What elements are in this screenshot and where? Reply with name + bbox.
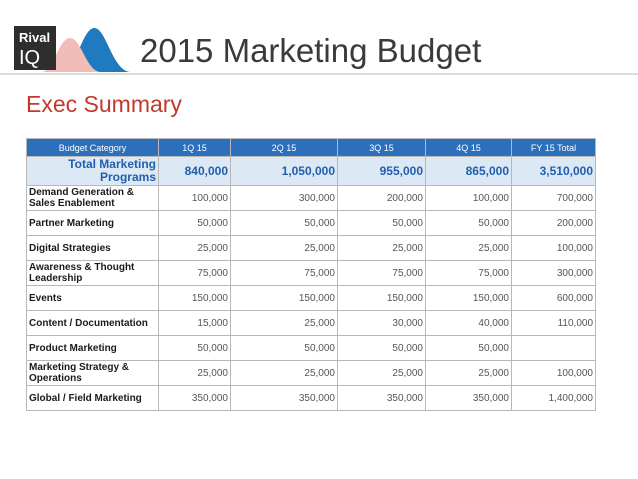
table-row: Product Marketing 50,000 50,000 50,000 5… <box>26 335 596 361</box>
table-cell: 100,000 <box>511 235 596 261</box>
total-cell: 840,000 <box>158 156 231 186</box>
table-cell: 25,000 <box>425 360 512 386</box>
table-row: Global / Field Marketing 350,000 350,000… <box>26 385 596 411</box>
table-cell: 15,000 <box>158 310 231 336</box>
total-cell: 3,510,000 <box>511 156 596 186</box>
row-label: Global / Field Marketing <box>26 385 159 411</box>
page-title: 2015 Marketing Budget <box>140 32 482 69</box>
table-cell: 110,000 <box>511 310 596 336</box>
table-cell: 350,000 <box>425 385 512 411</box>
total-cell: 955,000 <box>337 156 426 186</box>
table-row: Content / Documentation 15,000 25,000 30… <box>26 310 596 336</box>
table-cell: 25,000 <box>230 310 338 336</box>
table-cell: 150,000 <box>230 285 338 311</box>
table-cell: 150,000 <box>337 285 426 311</box>
table-cell: 50,000 <box>230 210 338 236</box>
table-row: Digital Strategies 25,000 25,000 25,000 … <box>26 235 596 261</box>
total-row-label: Total Marketing Programs <box>26 156 159 186</box>
table-cell: 50,000 <box>158 335 231 361</box>
column-header: Budget Category <box>26 138 159 157</box>
table-cell: 50,000 <box>425 335 512 361</box>
row-label: Content / Documentation <box>26 310 159 336</box>
logo-pink-curve <box>42 38 100 72</box>
total-row: Total Marketing Programs 840,000 1,050,0… <box>26 156 596 186</box>
table-cell: 600,000 <box>511 285 596 311</box>
row-label: Digital Strategies <box>26 235 159 261</box>
budget-table: Budget Category 1Q 15 2Q 15 3Q 15 4Q 15 … <box>26 138 596 411</box>
table-row: Partner Marketing 50,000 50,000 50,000 5… <box>26 210 596 236</box>
row-label: Events <box>26 285 159 311</box>
table-cell: 700,000 <box>511 185 596 211</box>
table-cell: 30,000 <box>337 310 426 336</box>
column-header: 3Q 15 <box>337 138 426 157</box>
column-header: FY 15 Total <box>511 138 596 157</box>
logo-text-bottom: IQ <box>19 47 40 69</box>
row-label: Marketing Strategy & Operations <box>26 360 159 386</box>
table-cell: 100,000 <box>511 360 596 386</box>
table-cell: 100,000 <box>158 185 231 211</box>
logo-box <box>14 26 56 70</box>
column-header: 2Q 15 <box>230 138 338 157</box>
table-cell: 25,000 <box>230 235 338 261</box>
rival-iq-logo: Rival IQ <box>14 24 132 74</box>
table-cell: 100,000 <box>425 185 512 211</box>
table-cell: 25,000 <box>425 235 512 261</box>
table-cell: 1,400,000 <box>511 385 596 411</box>
table-row: Demand Generation & Sales Enablement 100… <box>26 185 596 211</box>
row-label: Product Marketing <box>26 335 159 361</box>
row-label: Partner Marketing <box>26 210 159 236</box>
table-row: Awareness & Thought Leadership 75,000 75… <box>26 260 596 286</box>
table-cell: 150,000 <box>425 285 512 311</box>
table-cell: 200,000 <box>511 210 596 236</box>
table-cell: 50,000 <box>337 335 426 361</box>
table-cell: 300,000 <box>230 185 338 211</box>
table-row: Marketing Strategy & Operations 25,000 2… <box>26 360 596 386</box>
table-cell: 50,000 <box>425 210 512 236</box>
logo-graphic: Rival IQ <box>14 26 130 73</box>
table-row: Events 150,000 150,000 150,000 150,000 6… <box>26 285 596 311</box>
table-cell: 50,000 <box>230 335 338 361</box>
table-cell: 40,000 <box>425 310 512 336</box>
row-label: Demand Generation & Sales Enablement <box>26 185 159 211</box>
table-cell: 350,000 <box>230 385 338 411</box>
table-cell: 350,000 <box>337 385 426 411</box>
table-cell: 75,000 <box>230 260 338 286</box>
row-label: Awareness & Thought Leadership <box>26 260 159 286</box>
table-cell: 25,000 <box>230 360 338 386</box>
table-header-row: Budget Category 1Q 15 2Q 15 3Q 15 4Q 15 … <box>26 138 596 157</box>
page-subtitle: Exec Summary <box>26 91 182 117</box>
logo-text-top: Rival <box>19 30 50 45</box>
table-cell: 350,000 <box>158 385 231 411</box>
table-cell: 75,000 <box>158 260 231 286</box>
table-cell: 200,000 <box>337 185 426 211</box>
table-cell: 25,000 <box>337 235 426 261</box>
title-divider <box>0 73 638 75</box>
table-cell: 75,000 <box>337 260 426 286</box>
table-cell: 25,000 <box>158 360 231 386</box>
table-cell: 75,000 <box>425 260 512 286</box>
total-cell: 865,000 <box>425 156 512 186</box>
table-cell: 25,000 <box>158 235 231 261</box>
table-cell: 50,000 <box>158 210 231 236</box>
table-cell: 150,000 <box>158 285 231 311</box>
total-cell: 1,050,000 <box>230 156 338 186</box>
table-cell: 25,000 <box>337 360 426 386</box>
table-cell: 300,000 <box>511 260 596 286</box>
column-header: 1Q 15 <box>158 138 231 157</box>
table-cell: 50,000 <box>337 210 426 236</box>
column-header: 4Q 15 <box>425 138 512 157</box>
table-cell <box>511 335 596 361</box>
